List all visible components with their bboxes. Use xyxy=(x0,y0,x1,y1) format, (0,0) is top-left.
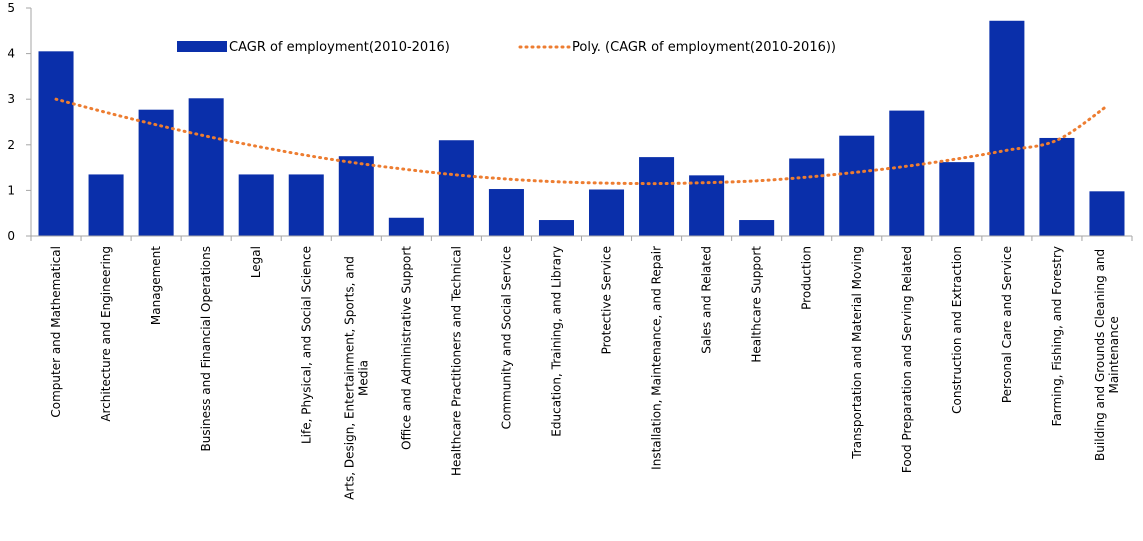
category-labels: Computer and Mathematical Architecture an… xyxy=(49,246,1121,500)
category-label: Office and Administrative Support xyxy=(399,246,413,450)
y-tick-label: 5 xyxy=(7,1,15,15)
y-axis: 0 1 2 3 4 5 xyxy=(7,1,32,243)
bar xyxy=(1089,191,1125,236)
category-label: Protective Service xyxy=(600,246,614,354)
bar xyxy=(839,135,875,236)
category-label: Community and Social Service xyxy=(499,246,513,429)
category-label: Legal xyxy=(249,246,263,278)
bar xyxy=(689,175,725,236)
bar xyxy=(38,51,74,236)
bar xyxy=(739,220,775,236)
category-label: Healthcare Practitioners and Technical xyxy=(449,246,463,476)
bar xyxy=(138,109,174,236)
category-label: Arts, Design, Entertainment, Sports, and… xyxy=(342,256,370,500)
legend-label-bar: CAGR of employment(2010-2016) xyxy=(229,40,450,55)
category-label: Business and Financial Operations xyxy=(199,246,213,451)
y-tick-label: 4 xyxy=(7,47,15,61)
bar xyxy=(989,20,1025,236)
y-tick-label: 0 xyxy=(7,229,15,243)
bar xyxy=(538,220,574,236)
bar xyxy=(338,156,374,236)
category-label: Construction and Extraction xyxy=(950,246,964,414)
bar xyxy=(939,162,975,236)
legend: CAGR of employment(2010-2016) Poly. (CAG… xyxy=(177,40,836,55)
category-label: Computer and Mathematical xyxy=(49,246,63,418)
category-label: Farming, Fishing, and Forestry xyxy=(1050,246,1064,426)
trendline xyxy=(54,97,1109,186)
bar xyxy=(288,174,324,236)
category-label: Life, Physical, and Social Science xyxy=(299,246,313,444)
bar xyxy=(188,98,224,237)
category-label: Management xyxy=(149,246,163,325)
category-label: Sales and Related xyxy=(700,246,714,354)
category-label: Healthcare Support xyxy=(750,246,764,363)
category-label: Food Preparation and Serving Related xyxy=(900,246,914,473)
category-label: Installation, Maintenance, and Repair xyxy=(650,246,664,470)
category-label: Education, Training, and Library xyxy=(549,246,563,437)
bar xyxy=(789,158,825,236)
legend-label-trend: Poly. (CAGR of employment(2010-2016)) xyxy=(572,40,836,55)
y-tick-label: 1 xyxy=(7,183,15,197)
bar xyxy=(589,189,625,236)
bar xyxy=(488,189,524,236)
trendline-series xyxy=(54,97,1109,186)
bar xyxy=(889,110,925,236)
bar xyxy=(88,174,124,236)
category-label: Production xyxy=(800,246,814,310)
bar xyxy=(388,217,424,236)
bar xyxy=(1039,137,1075,236)
bar xyxy=(639,157,675,236)
x-axis xyxy=(30,235,1133,241)
bar-series xyxy=(38,20,1125,237)
category-label: Architecture and Engineering xyxy=(99,246,113,422)
y-tick-label: 3 xyxy=(7,92,15,106)
bar xyxy=(238,174,274,236)
category-label: Transportation and Material Moving xyxy=(850,246,864,460)
category-label: Building and Grounds Cleaning andMainten… xyxy=(1093,249,1121,461)
legend-swatch-bar xyxy=(177,41,227,52)
bar xyxy=(438,140,474,236)
y-tick-label: 2 xyxy=(7,138,15,152)
category-label: Personal Care and Service xyxy=(1000,246,1014,403)
